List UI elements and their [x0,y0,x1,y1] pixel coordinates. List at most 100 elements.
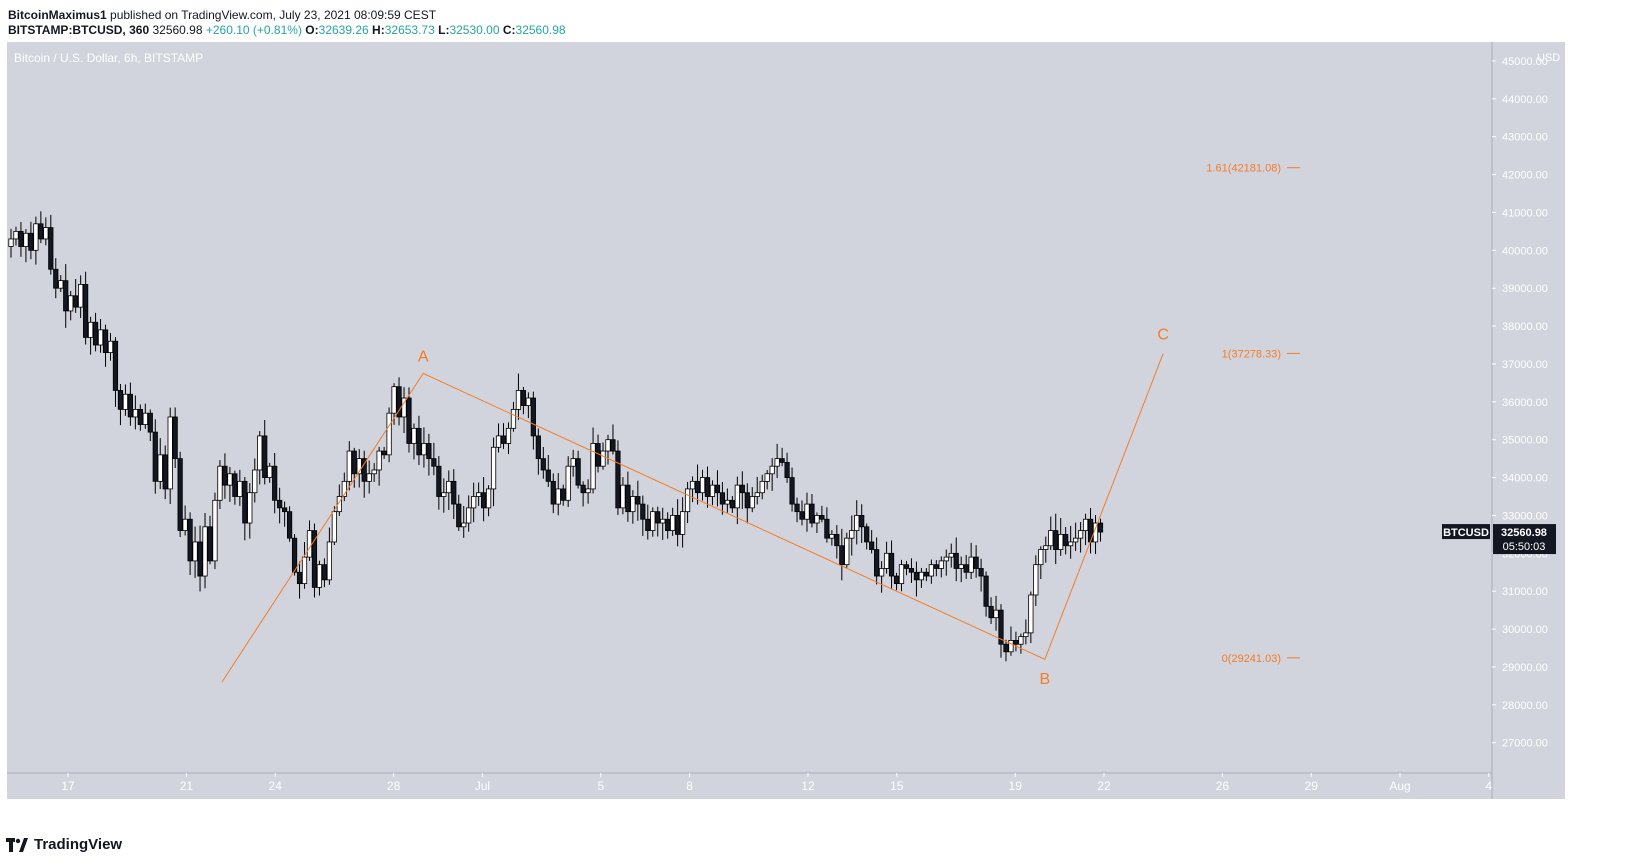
candle[interactable] [680,497,686,548]
candle[interactable] [33,216,39,265]
candle[interactable] [883,541,890,574]
candle[interactable] [481,476,487,522]
candle[interactable] [386,407,392,463]
candle[interactable] [1073,522,1079,551]
candle[interactable] [336,484,342,516]
candle[interactable] [719,482,726,515]
candle[interactable] [570,449,576,477]
candle[interactable] [545,455,551,487]
candle[interactable] [1068,525,1074,559]
candle[interactable] [232,470,238,505]
candle[interactable] [13,226,19,246]
candle[interactable] [993,595,999,631]
candle[interactable] [316,560,323,596]
candle[interactable] [684,481,691,524]
candle[interactable] [1018,633,1024,654]
candle[interactable] [267,462,273,483]
candle[interactable] [1092,515,1099,555]
candle[interactable] [411,423,417,460]
candle[interactable] [958,556,964,583]
candle[interactable] [520,386,527,415]
candle[interactable] [112,337,119,407]
publisher-name[interactable]: BitcoinMaximus1 [8,8,107,22]
candle[interactable] [973,545,979,578]
candle[interactable] [286,506,293,542]
candle[interactable] [431,442,437,476]
candle[interactable] [799,500,805,526]
candle[interactable] [769,458,775,491]
candle[interactable] [247,483,253,539]
candle[interactable] [530,391,536,450]
candle[interactable] [192,526,198,578]
candle[interactable] [366,460,372,494]
candle[interactable] [908,558,915,583]
candle[interactable] [540,446,546,479]
candle[interactable] [824,507,830,543]
candle[interactable] [933,560,939,577]
candle[interactable] [948,543,954,568]
candle[interactable] [590,427,596,494]
candle[interactable] [471,482,477,523]
candle[interactable] [968,542,974,579]
candle[interactable] [1043,536,1049,563]
candle[interactable] [92,312,99,352]
candle[interactable] [117,383,124,426]
candle[interactable] [694,464,701,505]
candle[interactable] [615,440,621,515]
candle[interactable] [903,560,910,576]
candle[interactable] [893,572,900,591]
candle[interactable] [222,453,228,499]
candle[interactable] [963,554,969,579]
candle[interactable] [102,324,109,367]
candle[interactable] [361,450,367,498]
candle[interactable] [928,559,934,584]
candle[interactable] [834,525,840,559]
footer-brand[interactable]: TradingView [6,836,122,853]
candle[interactable] [988,597,994,624]
candle[interactable] [97,318,104,353]
candle[interactable] [451,469,457,520]
candle[interactable] [401,387,407,434]
candle[interactable] [898,559,905,592]
candle[interactable] [714,470,721,507]
wave-path[interactable] [221,353,1164,683]
candle[interactable] [157,438,163,490]
candle[interactable] [665,512,671,539]
candle[interactable] [1008,626,1014,656]
candle[interactable] [446,470,452,510]
candle[interactable] [675,499,681,547]
candle[interactable] [466,495,472,532]
candle[interactable] [291,533,298,576]
candle[interactable] [655,506,661,537]
candle[interactable] [43,217,49,246]
candle[interactable] [53,258,59,299]
plot-area[interactable] [7,42,1492,773]
candle[interactable] [162,445,168,500]
candle[interactable] [63,264,69,328]
candle[interactable] [301,541,308,589]
candle[interactable] [87,316,94,355]
candle[interactable] [426,433,432,476]
candle[interactable] [734,476,740,525]
candle[interactable] [207,515,213,565]
candle[interactable] [132,395,138,430]
candle[interactable] [331,506,337,546]
candle[interactable] [913,561,920,597]
candle[interactable] [635,480,641,521]
candle[interactable] [242,477,248,541]
candle[interactable] [252,458,258,503]
candle[interactable] [48,214,54,275]
candle[interactable] [998,604,1004,658]
candle[interactable] [167,407,173,505]
candle[interactable] [490,437,497,507]
candle[interactable] [794,497,800,523]
candle[interactable] [456,494,462,531]
candle[interactable] [1063,527,1069,555]
candle[interactable] [550,473,556,514]
candle[interactable] [670,507,676,536]
candle[interactable] [749,487,755,513]
candle[interactable] [849,515,855,556]
candle[interactable] [436,456,442,510]
candle[interactable] [764,470,770,490]
candle[interactable] [874,537,880,585]
